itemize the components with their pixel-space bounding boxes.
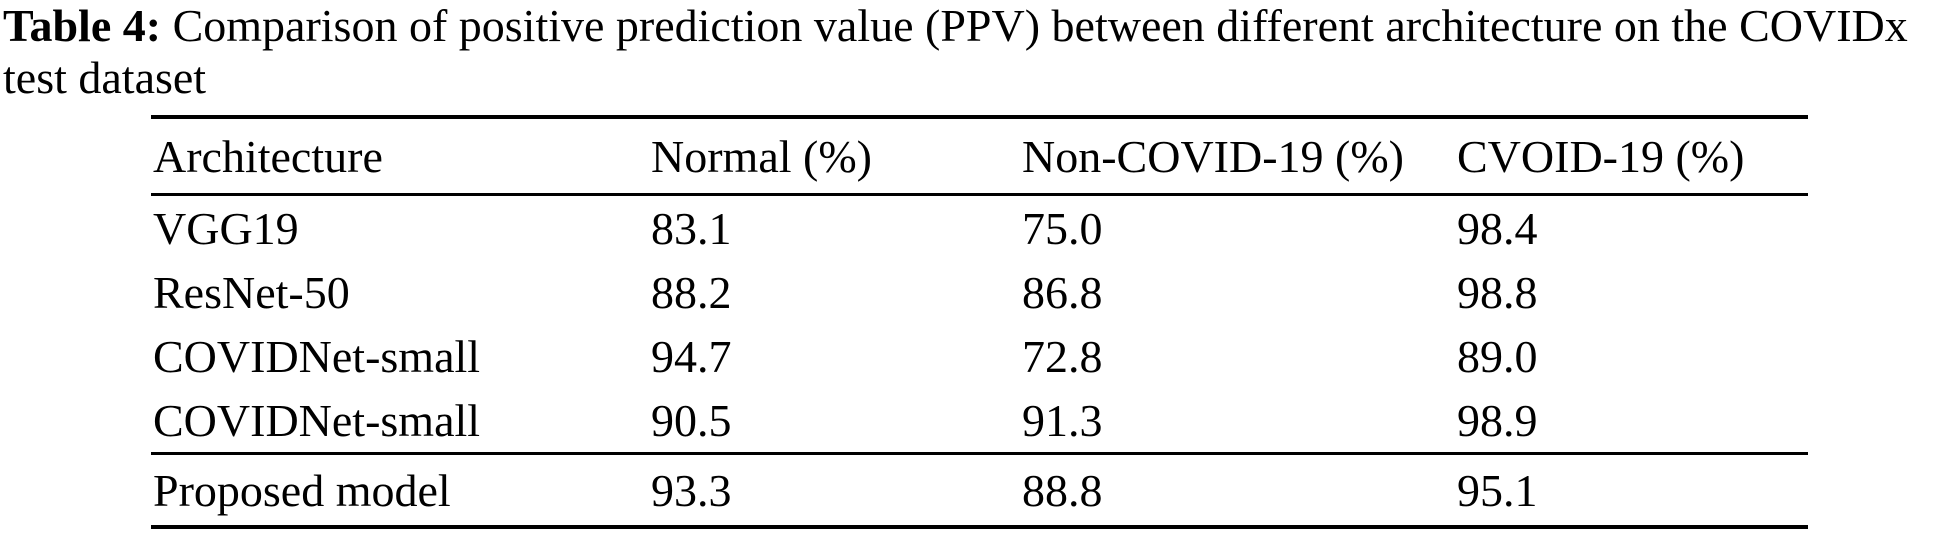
cell-normal: 94.7 [651,330,732,382]
cell-non-covid19: 72.8 [1022,330,1103,382]
caption-label: Table 4: [3,0,162,51]
cell-covid19: 98.4 [1457,202,1538,254]
table-row-proposed-model: Proposed model 93.3 88.8 95.1 [151,455,1808,525]
cell-non-covid19: 88.8 [1022,464,1103,516]
cell-covid19: 95.1 [1457,464,1538,516]
table-caption: Table 4: Comparison of positive predicti… [3,0,1952,104]
cell-normal: 90.5 [651,394,732,446]
caption-text: Comparison of positive prediction value … [172,0,1908,51]
cell-normal: 83.1 [651,202,732,254]
table-rule-top [151,115,1808,119]
column-header-covid19: CVOID-19 (%) [1457,130,1745,182]
cell-covid19: 98.8 [1457,266,1538,318]
cell-normal: 93.3 [651,464,732,516]
cell-non-covid19: 91.3 [1022,394,1103,446]
cell-architecture: VGG19 [153,202,299,254]
cell-non-covid19: 86.8 [1022,266,1103,318]
table-rule-header-separator [151,193,1808,196]
cell-covid19: 98.9 [1457,394,1538,446]
caption-line-2: test dataset [3,52,207,103]
column-header-non-covid19: Non-COVID-19 (%) [1022,130,1404,182]
table-header-row: Architecture Normal (%) Non-COVID-19 (%)… [151,119,1808,193]
cell-normal: 88.2 [651,266,732,318]
cell-architecture: ResNet-50 [153,266,350,318]
table-rule-bottom [151,525,1808,529]
cell-architecture: COVIDNet-small [153,394,481,446]
cell-architecture: Proposed model [153,464,451,516]
table-row-covidnet-small-2: COVIDNet-small 90.5 91.3 98.9 [151,388,1808,452]
column-header-architecture: Architecture [153,130,383,182]
table-row-vgg19: VGG19 83.1 75.0 98.4 [151,196,1808,260]
ppv-comparison-table: Architecture Normal (%) Non-COVID-19 (%)… [151,115,1808,529]
column-header-normal: Normal (%) [651,130,872,182]
cell-covid19: 89.0 [1457,330,1538,382]
cell-non-covid19: 75.0 [1022,202,1103,254]
cell-architecture: COVIDNet-small [153,330,481,382]
table-row-covidnet-small-1: COVIDNet-small 94.7 72.8 89.0 [151,324,1808,388]
caption-line-1: Table 4: Comparison of positive predicti… [3,0,1952,52]
table-rule-body-separator [151,452,1808,455]
table-row-resnet50: ResNet-50 88.2 86.8 98.8 [151,260,1808,324]
